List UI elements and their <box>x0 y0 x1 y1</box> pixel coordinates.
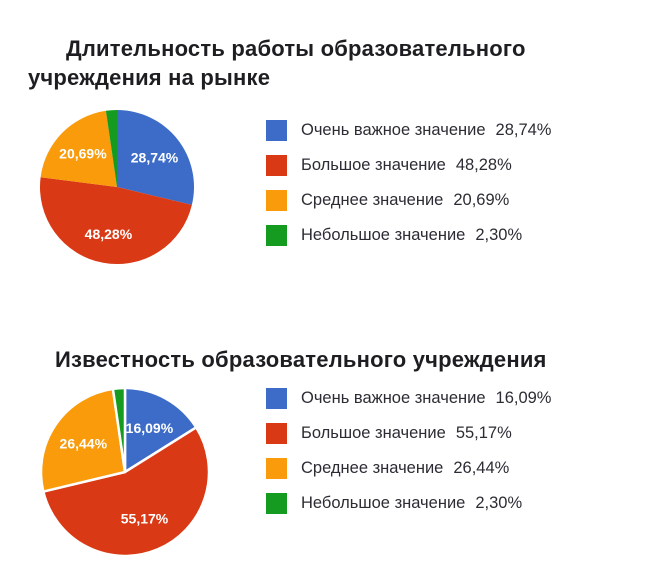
pie-slice-label: 20,69% <box>59 146 107 162</box>
legend-swatch-green <box>266 224 287 246</box>
legend-label: Небольшое значение <box>301 225 466 244</box>
legend-swatch-orange <box>266 189 287 211</box>
legend-value: 28,74% <box>495 120 552 139</box>
pie-slice-2 <box>39 387 127 493</box>
pie-slice-2 <box>40 110 117 187</box>
legend-label: Большое значение <box>301 423 446 442</box>
pie-slice-label: 55,17% <box>121 511 169 527</box>
legend-label: Большое значение <box>301 155 446 174</box>
pie-chart-fame: 16,09% 55,17% 26,44% <box>35 382 215 562</box>
chart-title-fame: Известность образовательного учреждения <box>55 345 655 374</box>
chart-title-duration-line2: учреждения на рынке <box>28 65 271 91</box>
legend-value: 2,30% <box>475 225 523 244</box>
legend-item-medium: Среднее значение 20,69% <box>266 189 551 211</box>
pie-slice-3 <box>111 386 127 474</box>
legend-label: Среднее значение <box>301 458 444 477</box>
pie-slice-0 <box>117 110 195 205</box>
chart-title-fame-line1: Известность образовательного учреждения <box>55 347 547 373</box>
legend-label: Небольшое значение <box>301 493 466 512</box>
chart-title-duration-line1: Длительность работы образовательного <box>66 36 526 62</box>
legend-item-big: Большое значение 48,28% <box>266 154 551 176</box>
legend-item-very-important: Очень важное значение 16,09% <box>266 387 551 409</box>
legend-fame: Очень важное значение 16,09% Большое зна… <box>266 387 551 527</box>
pie-slice-1 <box>42 426 211 558</box>
pie-slice-0 <box>123 386 198 474</box>
pie-slice-3 <box>105 110 117 187</box>
legend-label: Среднее значение <box>301 190 444 209</box>
legend-label: Очень важное значение <box>301 120 486 139</box>
legend-swatch-orange <box>266 457 287 479</box>
legend-value: 48,28% <box>455 155 512 174</box>
legend-swatch-green <box>266 492 287 514</box>
pie-slice-label: 16,09% <box>126 420 174 436</box>
legend-duration: Очень важное значение 28,74% Большое зна… <box>266 119 551 259</box>
legend-value: 55,17% <box>455 423 512 442</box>
legend-label: Очень важное значение <box>301 388 486 407</box>
legend-swatch-red <box>266 422 287 444</box>
pie-svg: 16,09% 55,17% 26,44% <box>39 386 211 558</box>
legend-swatch-blue <box>266 119 287 141</box>
pie-chart-duration: 28,74% 48,28% 20,69% <box>27 97 207 277</box>
legend-swatch-red <box>266 154 287 176</box>
legend-item-very-important: Очень важное значение 28,74% <box>266 119 551 141</box>
legend-item-small: Небольшое значение 2,30% <box>266 224 551 246</box>
legend-value: 20,69% <box>453 190 510 209</box>
chart-title-duration: Длительность работы образовательного учр… <box>28 34 588 92</box>
legend-value: 16,09% <box>495 388 552 407</box>
legend-item-big: Большое значение 55,17% <box>266 422 551 444</box>
pie-slice-label: 26,44% <box>60 436 108 452</box>
legend-item-small: Небольшое значение 2,30% <box>266 492 551 514</box>
pie-slice-1 <box>39 177 192 265</box>
legend-swatch-blue <box>266 387 287 409</box>
pie-slice-label: 28,74% <box>131 149 179 165</box>
pie-svg: 28,74% 48,28% 20,69% <box>39 110 195 265</box>
pie-slice-label: 48,28% <box>85 226 133 242</box>
legend-value: 2,30% <box>475 493 523 512</box>
legend-item-medium: Среднее значение 26,44% <box>266 457 551 479</box>
legend-value: 26,44% <box>453 458 510 477</box>
